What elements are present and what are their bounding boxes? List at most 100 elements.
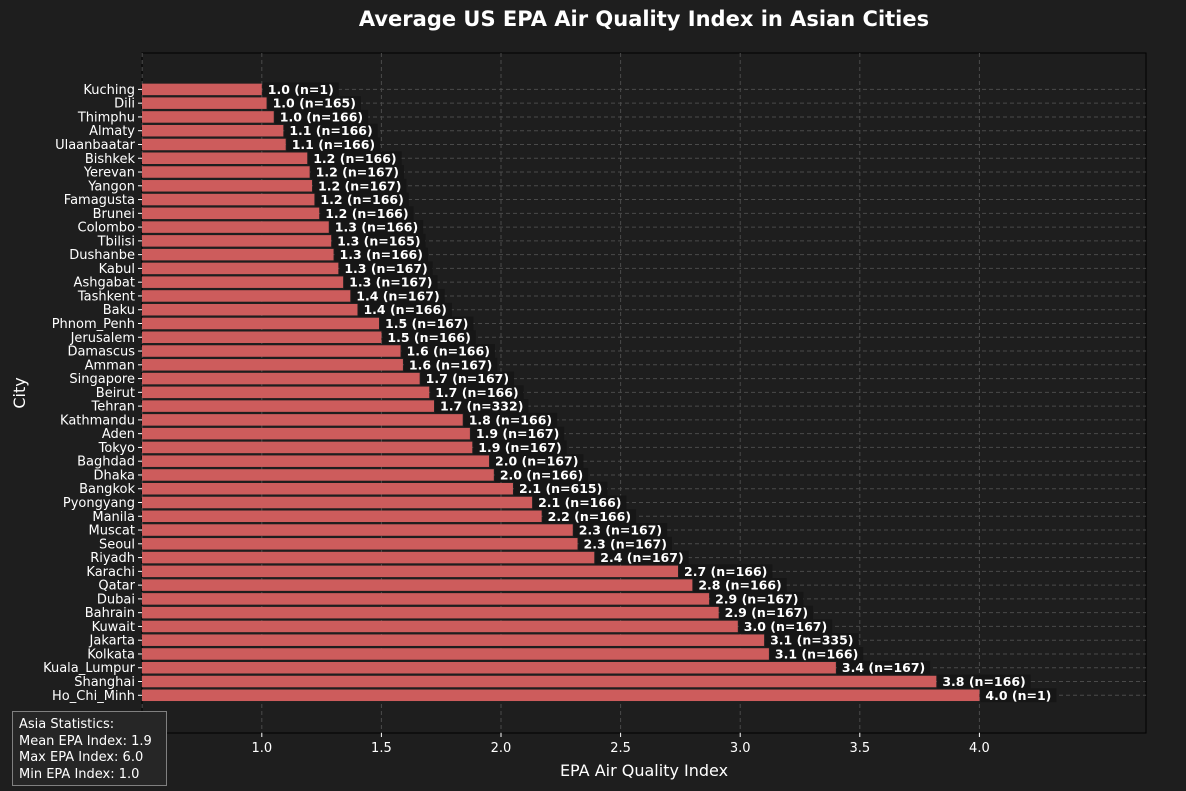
y-tick-label: Kathmandu xyxy=(60,413,135,428)
data-label-box xyxy=(719,605,814,620)
y-tick-label: Aden xyxy=(102,427,135,442)
data-label-box xyxy=(679,564,773,579)
bar-bangkok xyxy=(142,482,513,495)
bar-colombo xyxy=(142,221,329,233)
data-label-text: 1.1 (n=166) xyxy=(289,123,372,138)
bar-pyongyang xyxy=(142,496,533,509)
bar-dubai xyxy=(142,593,710,605)
data-label-text: 1.6 (n=167) xyxy=(409,357,492,372)
bar-kuching xyxy=(142,83,262,96)
data-label: 2.7 (n=166) xyxy=(679,564,773,579)
bar-tokyo xyxy=(142,441,473,454)
data-label-box xyxy=(380,316,474,331)
data-label-text: 1.0 (n=1) xyxy=(268,82,334,97)
data-label-text: 2.1 (n=166) xyxy=(538,495,621,510)
stats-box: Asia Statistics: Mean EPA Index: 1.9 Max… xyxy=(12,711,167,786)
data-label: 1.4 (n=166) xyxy=(358,302,452,317)
data-label: 1.2 (n=167) xyxy=(313,178,407,193)
data-label-text: 1.3 (n=165) xyxy=(337,233,420,248)
bars xyxy=(142,83,980,702)
y-tick-label: Dili xyxy=(114,97,135,112)
data-label: 2.3 (n=167) xyxy=(578,536,672,551)
data-label: 1.9 (n=167) xyxy=(470,426,565,441)
data-label: 2.3 (n=167) xyxy=(573,523,668,538)
y-tick-label: Bangkok xyxy=(79,482,135,497)
data-label-text: 1.3 (n=167) xyxy=(344,261,427,276)
y-tick-label: Ashgabat xyxy=(74,276,135,291)
data-label-box xyxy=(351,288,445,303)
data-label-box xyxy=(403,357,498,372)
x-axis-label: EPA Air Quality Index xyxy=(560,761,728,780)
stats-min: Min EPA Index: 1.0 xyxy=(19,766,140,782)
data-label: 1.0 (n=166) xyxy=(274,109,369,124)
stats-heading: Asia Statistics: xyxy=(19,717,115,732)
bar-beirut xyxy=(142,386,430,399)
x-tick-label: 1.5 xyxy=(371,741,392,756)
y-tick-label: Famagusta xyxy=(64,193,135,208)
data-label-box xyxy=(332,233,426,248)
y-tick-label: Yangon xyxy=(87,179,135,194)
y-tick-label: Qatar xyxy=(98,579,135,594)
bar-ulaanbaatar xyxy=(142,138,286,151)
y-tick-label: Singapore xyxy=(69,372,135,387)
data-label: 1.1 (n=166) xyxy=(286,137,381,152)
data-label-text: 2.7 (n=166) xyxy=(684,564,767,579)
data-label: 1.6 (n=167) xyxy=(403,357,498,372)
data-label: 3.8 (n=166) xyxy=(937,674,1031,689)
y-tick-label: Riyadh xyxy=(90,551,135,566)
x-tick-label: 1.0 xyxy=(251,741,272,756)
bar-tashkent xyxy=(142,290,351,302)
y-tick-label: Tbilisi xyxy=(97,234,135,249)
data-label-text: 1.5 (n=166) xyxy=(387,330,470,345)
data-label-box xyxy=(313,178,407,193)
data-label-text: 1.4 (n=166) xyxy=(363,302,446,317)
data-label-box xyxy=(262,82,339,97)
bar-kathmandu xyxy=(142,414,463,426)
data-label-box xyxy=(320,206,414,221)
data-label-text: 1.0 (n=166) xyxy=(280,109,363,124)
data-label-text: 2.1 (n=615) xyxy=(519,481,602,496)
data-label-box xyxy=(284,123,378,138)
bar-shanghai xyxy=(142,675,937,688)
data-label-text: 1.7 (n=166) xyxy=(435,385,518,400)
data-label: 3.1 (n=166) xyxy=(769,646,864,661)
data-label-text: 1.2 (n=167) xyxy=(318,178,401,193)
bar-dili xyxy=(142,97,267,109)
y-tick-label: Dushanbe xyxy=(69,248,135,263)
bar-tbilisi xyxy=(142,235,332,247)
data-label: 1.2 (n=166) xyxy=(308,151,402,166)
data-label-box xyxy=(473,440,567,455)
data-label-text: 1.2 (n=167) xyxy=(316,165,399,180)
y-tick-label: Baku xyxy=(103,303,135,318)
bar-bishkek xyxy=(142,152,308,164)
y-tick-label: Kolkata xyxy=(87,647,135,662)
data-label: 1.3 (n=165) xyxy=(332,233,426,248)
y-tick-label: Tehran xyxy=(90,400,135,415)
data-label: 1.5 (n=167) xyxy=(380,316,474,331)
data-label: 1.9 (n=167) xyxy=(473,440,567,455)
data-label-box xyxy=(382,330,476,345)
data-label-text: 2.9 (n=167) xyxy=(725,605,808,620)
data-label-text: 1.6 (n=166) xyxy=(407,344,490,359)
y-tick-label: Kuching xyxy=(83,83,135,98)
data-label: 2.0 (n=166) xyxy=(494,467,589,482)
data-label-text: 1.0 (n=165) xyxy=(273,96,356,111)
data-label: 1.1 (n=166) xyxy=(284,123,378,138)
data-label: 3.1 (n=335) xyxy=(765,633,859,648)
data-label-box xyxy=(533,495,627,510)
bar-thimphu xyxy=(142,111,274,123)
data-label-text: 1.2 (n=166) xyxy=(325,206,408,221)
data-label-box xyxy=(937,674,1031,689)
data-label-text: 2.8 (n=166) xyxy=(698,578,781,593)
data-label-text: 1.4 (n=167) xyxy=(356,288,439,303)
bar-baku xyxy=(142,303,358,316)
data-label-box xyxy=(267,96,361,111)
data-label-box xyxy=(573,523,668,538)
data-label: 2.8 (n=166) xyxy=(693,578,787,593)
bar-baghdad xyxy=(142,455,490,467)
data-label: 1.7 (n=166) xyxy=(430,385,524,400)
data-label: 2.1 (n=615) xyxy=(513,481,608,496)
y-tick-label: Jerusalem xyxy=(70,331,135,346)
data-label-box xyxy=(430,385,524,400)
